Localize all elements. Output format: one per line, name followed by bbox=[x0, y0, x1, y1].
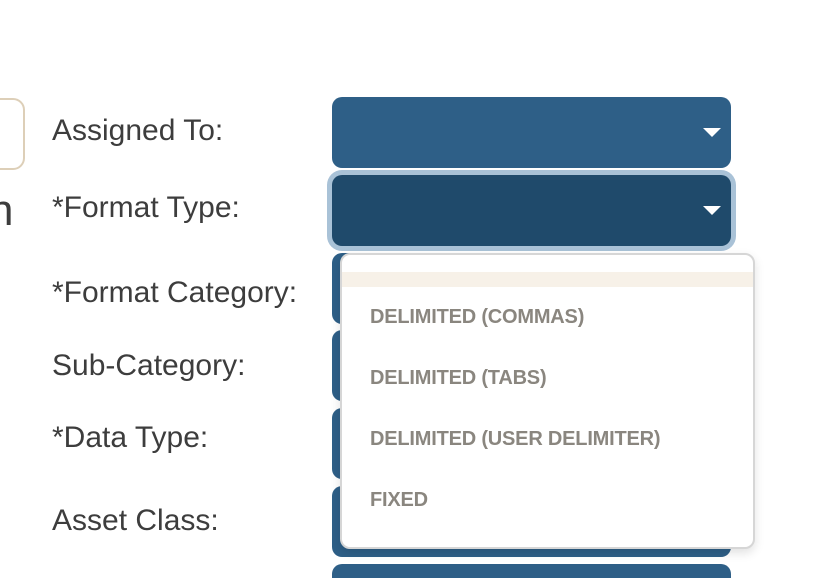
label-sub-category: Sub-Category: bbox=[52, 349, 246, 382]
partial-input-box[interactable] bbox=[0, 98, 25, 170]
label-format-category: *Format Category: bbox=[52, 276, 298, 309]
label-asset-class: Asset Class: bbox=[52, 504, 219, 537]
chevron-down-icon bbox=[703, 206, 721, 215]
chevron-down-icon bbox=[703, 128, 721, 137]
menu-option-fixed[interactable]: FIXED bbox=[370, 489, 428, 511]
format-type-dropdown-menu: DELIMITED (COMMAS) DELIMITED (TABS) DELI… bbox=[340, 253, 755, 549]
menu-option-blank[interactable] bbox=[342, 272, 753, 287]
next-field-select[interactable] bbox=[332, 564, 731, 578]
menu-option-delimited-user-delimiter[interactable]: DELIMITED (USER DELIMITER) bbox=[370, 428, 661, 450]
label-format-type: *Format Type: bbox=[52, 191, 240, 224]
label-assigned-to: Assigned To: bbox=[52, 114, 224, 147]
menu-option-delimited-commas[interactable]: DELIMITED (COMMAS) bbox=[370, 306, 585, 328]
format-type-select[interactable] bbox=[332, 175, 731, 246]
menu-option-delimited-tabs[interactable]: DELIMITED (TABS) bbox=[370, 367, 547, 389]
partial-text-fragment: n bbox=[0, 186, 14, 235]
assigned-to-select[interactable] bbox=[332, 97, 731, 168]
label-data-type: *Data Type: bbox=[52, 421, 209, 454]
